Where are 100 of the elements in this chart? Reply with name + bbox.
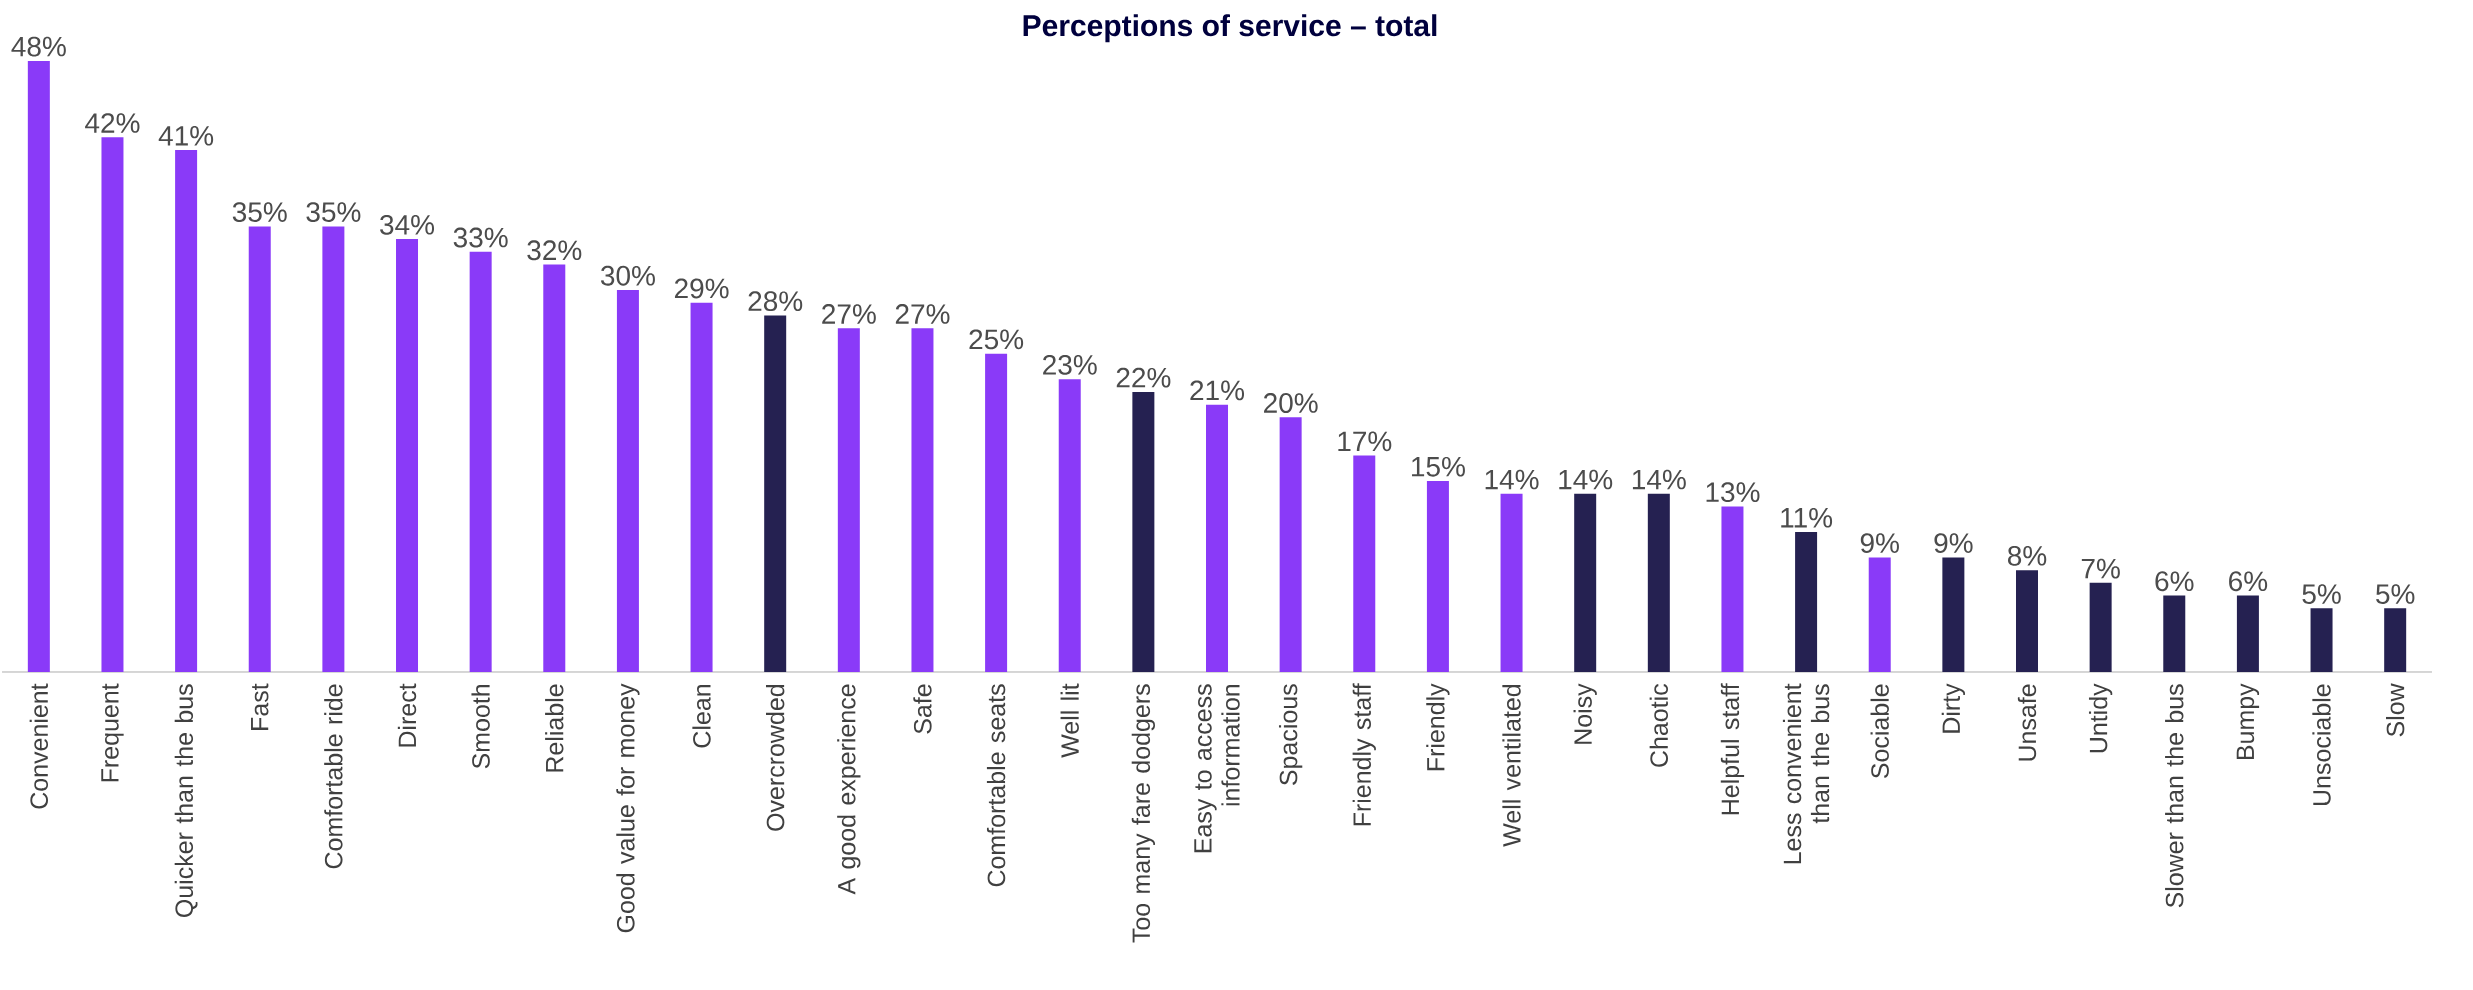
x-tick-label: Dirty [1941,683,1966,733]
data-label: 9% [1934,533,1973,554]
x-tick-label: Chaotic [1649,684,1669,767]
x-tick-label: Friendly [1426,683,1450,771]
x-tick-label: Frequent [101,683,124,782]
x-tick-label: Friendly staff [1352,683,1376,826]
data-label: 11% [1781,507,1833,528]
data-label: 15% [1412,456,1465,477]
bar [1500,493,1523,672]
bar [2384,608,2407,672]
x-tick-label: Fast [251,683,269,730]
bar [1058,379,1081,672]
x-tick-label: Well lit [1060,683,1079,758]
bar [1353,455,1376,672]
data-label: 20% [1264,393,1318,413]
bar [2089,582,2112,672]
bar [1795,531,1818,672]
chart-title: Perceptions of service – total [1023,14,1437,43]
bar [1206,404,1229,672]
bar [1426,481,1449,672]
data-label: 17% [1338,431,1392,452]
x-tick-label: Sociable [1870,684,1889,779]
data-label: 25% [969,329,1024,350]
bar [543,264,566,672]
bar [1132,391,1155,672]
bar [616,290,639,672]
x-tick-label: Overcrowded [766,684,785,831]
data-label: 27% [895,304,950,324]
x-tick-label: Less convenient than the bus [1782,683,1830,864]
data-label: 14% [1632,469,1686,490]
x-tick-label: Unsafe [2017,684,2037,761]
bar [2310,608,2333,672]
x-tick-label: Safe [913,684,932,734]
data-label: 5% [2302,584,2341,604]
data-label: 23% [1043,354,1097,375]
bar [248,226,271,672]
x-tick-label: Direct [397,683,417,747]
data-label: 29% [674,278,729,299]
data-label: 28% [748,291,803,312]
data-label: 14% [1485,469,1539,490]
x-tick-label: Convenient [29,683,49,809]
x-tick-label: Untidy [2088,683,2113,753]
data-label: 35% [232,202,287,222]
bar [1942,557,1965,672]
data-label: 22% [1116,367,1171,388]
data-label: 42% [85,113,140,133]
x-tick-label: Helpful staff [1720,683,1745,815]
bar [1279,417,1302,672]
x-tick-label: Reliable [545,684,564,772]
data-label: 7% [2081,558,2120,579]
data-label: 33% [453,227,508,248]
x-tick-label: Clean [692,684,711,748]
x-tick-label: Comfortable seats [986,684,1006,887]
bar [27,60,50,672]
x-tick-label: Good value for money [616,683,640,933]
data-label: 48% [11,36,66,57]
bar [322,226,345,672]
bar [1868,557,1891,672]
bar [764,315,787,672]
data-label: 27% [822,304,876,324]
bar [2163,595,2186,672]
data-label: 32% [527,240,582,261]
bar [101,137,124,672]
bar [469,251,492,672]
bar [1721,506,1744,672]
data-label: 14% [1559,469,1613,490]
data-label: 35% [306,202,361,222]
x-tick-label: Quicker than the bus [174,684,198,917]
data-label: 21% [1190,380,1245,401]
bar [985,353,1008,672]
data-label: 6% [2229,571,2268,592]
x-tick-label: Easy to access information [1194,684,1240,853]
x-tick-label: Smooth [471,684,490,769]
bar [1574,493,1597,672]
x-tick-label: Spacious [1278,684,1303,786]
bar [2016,570,2038,672]
bar [396,239,419,672]
bar [175,150,198,672]
data-label: 30% [600,265,655,286]
bar [837,328,860,672]
bar [1647,493,1670,672]
data-label: 6% [2155,571,2194,592]
data-label: 9% [1860,533,1899,554]
bar [911,328,934,672]
x-tick-label: A good experience [837,684,861,895]
x-tick-label: Slower than the bus [2165,684,2184,908]
x-tick-label: Too many fare dodgers [1131,684,1156,943]
bar [2236,595,2259,672]
x-tick-label: Bumpy [2236,683,2260,760]
data-label: 5% [2376,584,2415,604]
data-label: 13% [1706,482,1760,503]
x-tick-label: Unsociable [2312,684,2331,806]
x-tick-label: Slow [2385,683,2405,737]
data-label: 41% [158,125,214,146]
data-label: 34% [380,214,435,235]
data-label: 8% [2007,545,2047,566]
bar [690,302,713,672]
x-tick-label: Well ventilated [1502,684,1521,847]
x-tick-label: Noisy [1573,683,1597,744]
x-tick-label: Comfortable ride [324,684,343,869]
